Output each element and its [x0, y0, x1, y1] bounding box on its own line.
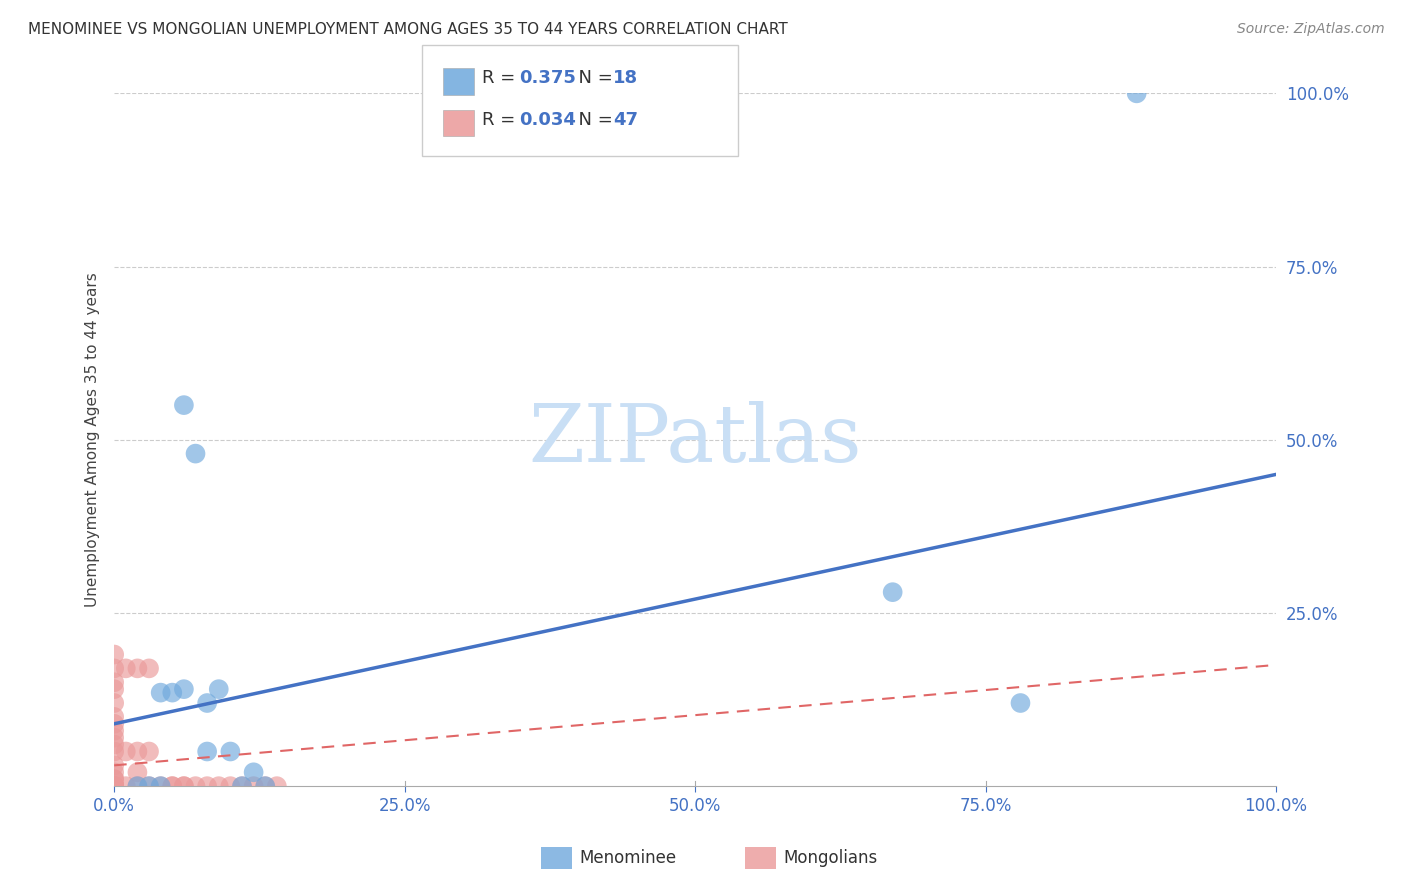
- Point: [103, 779, 125, 793]
- Point: [208, 779, 231, 793]
- Point: [149, 779, 172, 793]
- Text: MENOMINEE VS MONGOLIAN UNEMPLOYMENT AMONG AGES 35 TO 44 YEARS CORRELATION CHART: MENOMINEE VS MONGOLIAN UNEMPLOYMENT AMON…: [28, 22, 787, 37]
- Text: N =: N =: [567, 112, 619, 129]
- Point: [184, 779, 207, 793]
- Point: [231, 779, 253, 793]
- Text: 47: 47: [613, 112, 638, 129]
- Point: [127, 779, 149, 793]
- Point: [173, 779, 195, 793]
- Point: [114, 744, 136, 758]
- Point: [103, 738, 125, 752]
- Point: [138, 744, 160, 758]
- Point: [103, 661, 125, 675]
- Point: [127, 661, 149, 675]
- Point: [103, 779, 125, 793]
- Point: [103, 779, 125, 793]
- Point: [103, 779, 125, 793]
- Point: [103, 675, 125, 690]
- Point: [242, 765, 264, 780]
- Point: [103, 772, 125, 787]
- Text: Menominee: Menominee: [579, 849, 676, 867]
- Point: [127, 765, 149, 780]
- Point: [103, 779, 125, 793]
- Point: [242, 779, 264, 793]
- Point: [127, 779, 149, 793]
- Point: [173, 779, 195, 793]
- Point: [103, 744, 125, 758]
- Point: [173, 682, 195, 697]
- Point: [103, 779, 125, 793]
- Point: [138, 779, 160, 793]
- Point: [184, 447, 207, 461]
- Point: [103, 779, 125, 793]
- Point: [219, 779, 242, 793]
- Point: [103, 779, 125, 793]
- Point: [149, 685, 172, 699]
- Point: [195, 696, 218, 710]
- Point: [1125, 87, 1147, 101]
- Point: [162, 779, 184, 793]
- Text: Source: ZipAtlas.com: Source: ZipAtlas.com: [1237, 22, 1385, 37]
- Text: 0.034: 0.034: [519, 112, 575, 129]
- Point: [138, 779, 160, 793]
- Point: [103, 716, 125, 731]
- Point: [173, 398, 195, 412]
- Point: [103, 731, 125, 745]
- Point: [138, 661, 160, 675]
- Text: Mongolians: Mongolians: [783, 849, 877, 867]
- Point: [1010, 696, 1032, 710]
- Text: 18: 18: [613, 70, 638, 87]
- Point: [103, 772, 125, 787]
- Text: R =: R =: [482, 112, 522, 129]
- Point: [266, 779, 288, 793]
- Point: [103, 765, 125, 780]
- Point: [162, 779, 184, 793]
- Point: [103, 710, 125, 724]
- Point: [103, 696, 125, 710]
- Point: [882, 585, 904, 599]
- Point: [231, 779, 253, 793]
- Point: [254, 779, 277, 793]
- Point: [254, 779, 277, 793]
- Point: [219, 744, 242, 758]
- Point: [103, 779, 125, 793]
- Text: ZIPatlas: ZIPatlas: [529, 401, 862, 479]
- Text: 0.375: 0.375: [519, 70, 575, 87]
- Point: [195, 744, 218, 758]
- Point: [103, 758, 125, 772]
- Point: [114, 779, 136, 793]
- Point: [162, 685, 184, 699]
- Text: N =: N =: [567, 70, 619, 87]
- Point: [149, 779, 172, 793]
- Point: [103, 723, 125, 738]
- Text: R =: R =: [482, 70, 522, 87]
- Point: [114, 661, 136, 675]
- Point: [127, 744, 149, 758]
- Point: [208, 682, 231, 697]
- Point: [103, 648, 125, 662]
- Point: [195, 779, 218, 793]
- Point: [103, 682, 125, 697]
- Y-axis label: Unemployment Among Ages 35 to 44 years: Unemployment Among Ages 35 to 44 years: [86, 272, 100, 607]
